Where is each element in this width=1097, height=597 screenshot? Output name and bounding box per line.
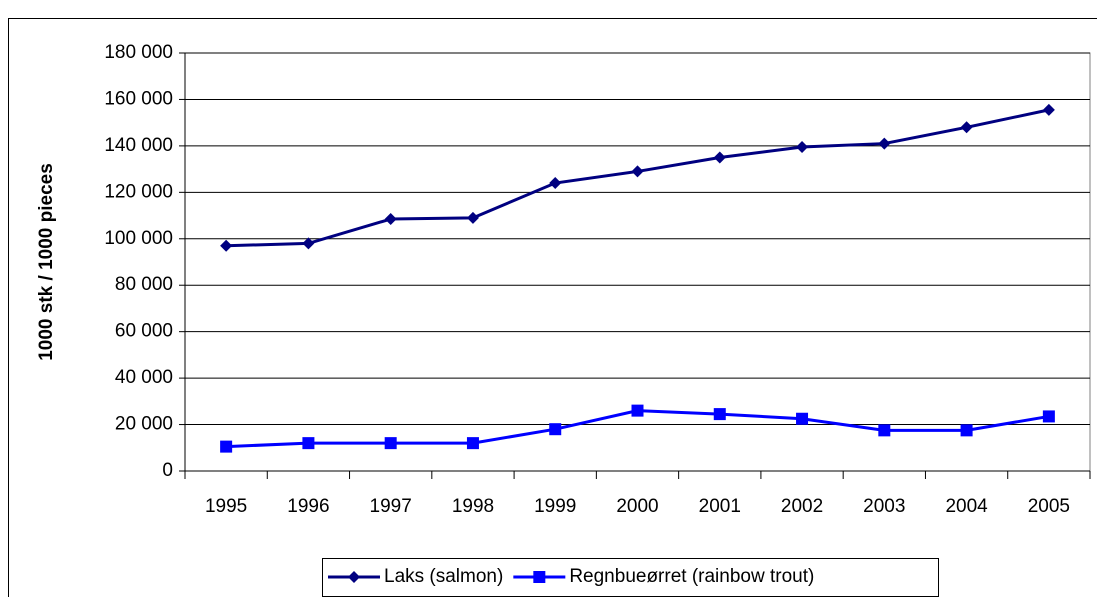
point-marker (220, 440, 233, 453)
point-marker (713, 408, 726, 421)
x-tick-label: 2000 (616, 496, 658, 517)
point-marker (796, 412, 809, 425)
y-tick-label: 140 000 (104, 135, 173, 156)
x-tick-label: 2004 (945, 496, 988, 517)
point-marker (302, 437, 315, 450)
point-marker (960, 121, 973, 134)
point-marker (384, 213, 397, 226)
point-marker (713, 151, 726, 164)
point-marker (384, 437, 397, 450)
x-tick-label: 1998 (452, 496, 494, 517)
y-tick-label: 180 000 (104, 42, 173, 63)
y-tick-label: 0 (162, 460, 173, 481)
point-marker (878, 424, 891, 437)
y-tick-label: 60 000 (115, 321, 173, 342)
y-tick-label: 160 000 (104, 88, 173, 109)
y-tick-label: 100 000 (104, 228, 173, 249)
point-marker (549, 177, 562, 190)
x-tick-label: 1999 (534, 496, 576, 517)
point-marker (220, 239, 233, 252)
plot-area (184, 52, 1091, 472)
y-tick-label: 80 000 (115, 274, 173, 295)
x-tick-label: 2002 (781, 496, 823, 517)
legend-label: Regnbueørret (rainbow trout) (569, 566, 814, 587)
x-tick-label: 1995 (205, 496, 247, 517)
point-marker (1042, 410, 1055, 423)
point-marker (631, 404, 644, 417)
point-marker (466, 437, 479, 450)
legend-label: Laks (salmon) (384, 566, 503, 587)
legend-box (322, 558, 939, 597)
y-tick-label: 40 000 (115, 367, 173, 388)
point-marker (796, 141, 809, 154)
point-marker (466, 211, 479, 224)
point-marker (960, 424, 973, 437)
point-marker (533, 571, 546, 583)
x-tick-label: 1997 (370, 496, 412, 517)
point-marker (348, 571, 360, 583)
point-marker (1042, 103, 1055, 116)
x-tick-label: 1996 (287, 496, 329, 517)
point-marker (631, 165, 644, 178)
point-marker (302, 237, 315, 250)
point-marker (878, 137, 891, 150)
x-tick-label: 2001 (699, 496, 741, 517)
y-tick-label: 20 000 (115, 414, 173, 435)
y-axis-label: 1000 stk / 1000 pieces (36, 163, 57, 361)
x-tick-label: 2003 (863, 496, 905, 517)
y-tick-label: 120 000 (104, 181, 173, 202)
x-tick-label: 2005 (1028, 496, 1070, 517)
point-marker (549, 423, 562, 436)
